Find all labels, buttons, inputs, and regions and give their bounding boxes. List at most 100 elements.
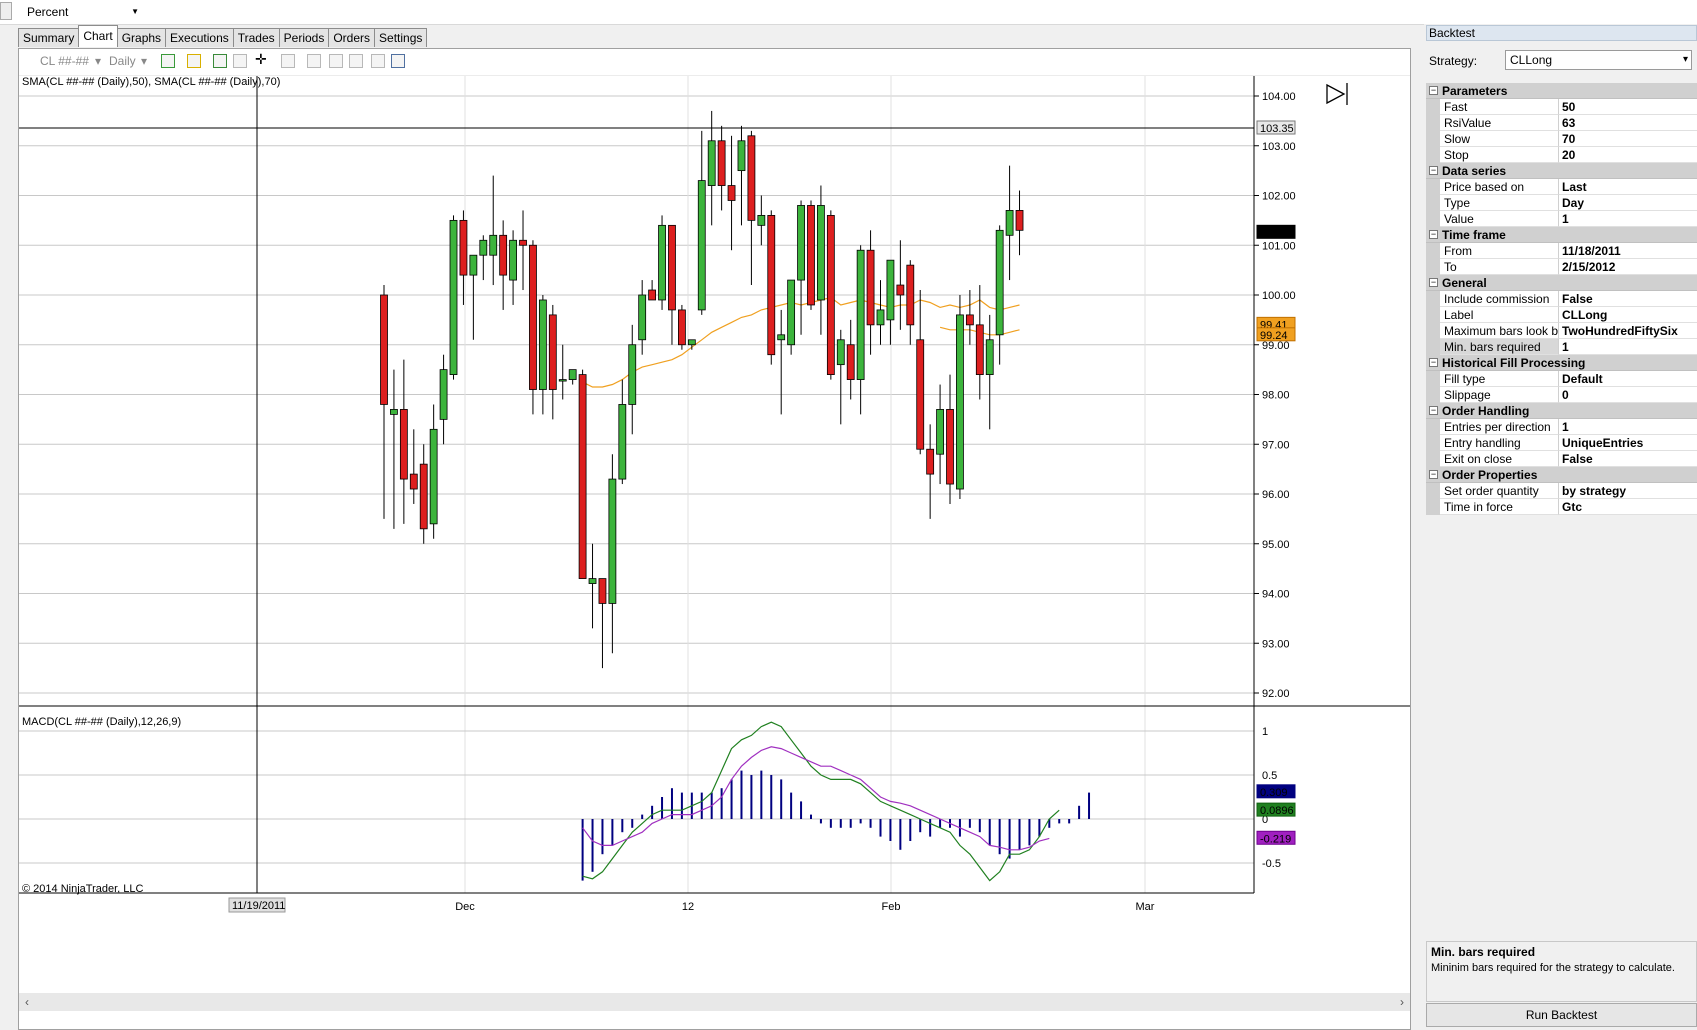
property-row[interactable]: Stop 20 — [1426, 147, 1697, 163]
property-row[interactable]: RsiValue 63 — [1426, 115, 1697, 131]
row-gutter — [1426, 259, 1440, 275]
category-header[interactable]: − Parameters — [1426, 83, 1697, 99]
row-gutter — [1426, 131, 1440, 147]
property-row[interactable]: Slippage 0 — [1426, 387, 1697, 403]
instrument-select[interactable]: CL ##-## — [40, 54, 89, 68]
collapse-icon[interactable]: − — [1429, 357, 1438, 367]
candle-body — [449, 219, 458, 376]
drawing-tool-icon[interactable] — [187, 54, 201, 68]
property-row[interactable]: Type Day — [1426, 195, 1697, 211]
tab-summary[interactable]: Summary — [18, 28, 80, 47]
category-header[interactable]: − General — [1426, 275, 1697, 291]
tab-orders[interactable]: Orders — [328, 28, 376, 47]
property-value[interactable]: by strategy — [1559, 483, 1697, 499]
property-name: Fast — [1440, 99, 1559, 115]
tab-settings[interactable]: Settings — [374, 28, 428, 47]
tab-graphs[interactable]: Graphs — [116, 28, 167, 47]
strategy-select[interactable]: CLLong ▾ — [1505, 50, 1692, 70]
run-backtest-button[interactable]: Run Backtest — [1426, 1003, 1697, 1027]
row-gutter — [1426, 147, 1440, 163]
property-value[interactable]: 11/18/2011 — [1559, 243, 1697, 259]
tab-chart[interactable]: Chart — [78, 25, 118, 47]
property-row[interactable]: Label CLLong — [1426, 307, 1697, 323]
tab-trades[interactable]: Trades — [232, 28, 280, 47]
tab-strip: Summary Chart Graphs Executions Trades P… — [18, 25, 428, 48]
chart-canvas[interactable]: 104.00 103.00 102.00 101.00 100.00 99.00 98.00… — [19, 76, 1410, 993]
collapse-icon[interactable]: − — [1429, 405, 1438, 415]
candle-body — [826, 214, 835, 375]
indicators-icon[interactable] — [329, 54, 343, 68]
property-row[interactable]: Exit on close False — [1426, 451, 1697, 467]
property-row[interactable]: Time in force Gtc — [1426, 499, 1697, 515]
candle-body — [1015, 210, 1024, 231]
property-row[interactable]: Maximum bars look bac TwoHundredFiftySix — [1426, 323, 1697, 339]
scroll-right-icon[interactable]: › — [1400, 995, 1404, 1009]
property-row[interactable]: Set order quantity by strategy — [1426, 483, 1697, 499]
crosshair-icon[interactable]: ✛ — [255, 51, 267, 67]
property-value[interactable]: TwoHundredFiftySix — [1559, 323, 1697, 339]
candle-body — [757, 214, 766, 226]
property-value[interactable]: UniqueEntries — [1559, 435, 1697, 451]
candle-body — [678, 309, 686, 346]
property-row[interactable]: Fill type Default — [1426, 371, 1697, 387]
window-menu-button[interactable] — [0, 2, 12, 20]
play-icon[interactable] — [1326, 83, 1348, 105]
magnet-icon[interactable] — [233, 54, 247, 68]
scroll-left-icon[interactable]: ‹ — [25, 995, 29, 1009]
strategies-icon[interactable] — [349, 54, 363, 68]
category-header[interactable]: − Historical Fill Processing — [1426, 355, 1697, 371]
property-value[interactable]: Last — [1559, 179, 1697, 195]
category-header[interactable]: − Order Properties — [1426, 467, 1697, 483]
collapse-icon[interactable]: − — [1429, 165, 1438, 175]
property-value[interactable]: Default — [1559, 371, 1697, 387]
property-value[interactable]: False — [1559, 451, 1697, 467]
property-value[interactable]: 0 — [1559, 387, 1697, 403]
property-row[interactable]: Slow 70 — [1426, 131, 1697, 147]
property-value[interactable]: Day — [1559, 195, 1697, 211]
collapse-icon[interactable]: − — [1429, 277, 1438, 287]
pin-icon[interactable] — [213, 54, 227, 68]
property-value[interactable]: 1 — [1559, 339, 1697, 355]
interval-select[interactable]: Daily — [109, 54, 136, 68]
property-row[interactable]: Price based on Last — [1426, 179, 1697, 195]
tab-executions[interactable]: Executions — [165, 28, 234, 47]
property-value[interactable]: 70 — [1559, 131, 1697, 147]
category-header[interactable]: − Data series — [1426, 163, 1697, 179]
property-value[interactable]: 63 — [1559, 115, 1697, 131]
property-row[interactable]: To 2/15/2012 — [1426, 259, 1697, 275]
chart-style-icon[interactable] — [161, 54, 175, 68]
display-mode-select[interactable]: Percent ▼ — [22, 2, 144, 20]
property-value[interactable]: 20 — [1559, 147, 1697, 163]
zoom-icon[interactable] — [281, 54, 295, 68]
property-row[interactable]: From 11/18/2011 — [1426, 243, 1697, 259]
property-row[interactable]: Entries per direction 1 — [1426, 419, 1697, 435]
property-row[interactable]: Include commission False — [1426, 291, 1697, 307]
property-value[interactable]: Gtc — [1559, 499, 1697, 515]
property-value[interactable]: 1 — [1559, 419, 1697, 435]
property-value[interactable]: 1 — [1559, 211, 1697, 227]
tab-periods[interactable]: Periods — [278, 28, 330, 47]
category-header[interactable]: − Time frame — [1426, 227, 1697, 243]
row-gutter — [1426, 179, 1440, 195]
collapse-icon[interactable]: − — [1429, 229, 1438, 239]
property-row[interactable]: Entry handling UniqueEntries — [1426, 435, 1697, 451]
property-row[interactable]: Min. bars required 1 — [1426, 339, 1697, 355]
category-header[interactable]: − Order Handling — [1426, 403, 1697, 419]
property-value[interactable]: CLLong — [1559, 307, 1697, 323]
save-icon[interactable] — [371, 54, 385, 68]
collapse-icon[interactable]: − — [1429, 469, 1438, 479]
property-value[interactable]: False — [1559, 291, 1697, 307]
crosshair-date-box — [228, 897, 286, 913]
property-value[interactable]: 2/15/2012 — [1559, 259, 1697, 275]
data-box-icon[interactable] — [391, 54, 405, 68]
property-row[interactable]: Fast 50 — [1426, 99, 1697, 115]
property-name: Min. bars required — [1440, 339, 1559, 355]
properties-icon[interactable] — [307, 54, 321, 68]
collapse-icon[interactable]: − — [1429, 85, 1438, 95]
property-value[interactable]: 50 — [1559, 99, 1697, 115]
property-name: Exit on close — [1440, 451, 1559, 467]
candle-body — [499, 234, 508, 276]
property-row[interactable]: Value 1 — [1426, 211, 1697, 227]
horizontal-scrollbar[interactable]: ‹ › — [19, 993, 1410, 1011]
property-name: Type — [1440, 195, 1559, 211]
